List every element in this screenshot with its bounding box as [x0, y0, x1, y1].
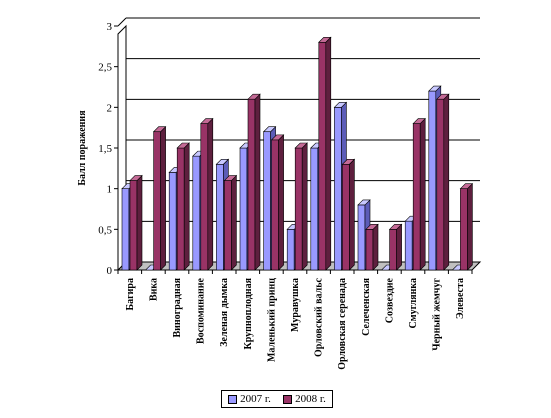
category-labels: Багира Вика Виноградная Воспоминание Зеленая… — [125, 277, 466, 369]
bar-1-8 — [318, 36, 332, 271]
bar-1-2 — [176, 142, 190, 271]
x-tick-label: Элевеста — [455, 278, 466, 319]
x-tick-label: Черный жемчуг — [432, 278, 443, 351]
x-tick-label: Созвездие — [384, 277, 395, 323]
bar-1-0 — [129, 174, 143, 271]
bar-1-5 — [247, 93, 261, 271]
x-tick-label: Селеченская — [361, 277, 372, 335]
legend-item-2007: 2007 г. — [228, 393, 271, 405]
bar-1-3 — [200, 117, 214, 271]
bar-1-6 — [270, 134, 285, 271]
y-tick-label: 2,5 — [98, 62, 112, 74]
y-tick-label: 0 — [107, 265, 113, 277]
bar-1-11 — [388, 223, 403, 271]
bar-1-10 — [365, 223, 379, 271]
x-tick-label: Воспоминание — [196, 277, 207, 344]
legend-label-2008: 2008 г. — [295, 393, 326, 405]
x-tick-label: Орловская серенада — [337, 278, 348, 370]
bar-1-4 — [223, 174, 238, 271]
bar-1-1 — [152, 126, 167, 271]
x-tick-label: Смуглянка — [408, 278, 419, 328]
legend: 2007 г. 2008 г. — [221, 390, 333, 408]
y-tick-label: 0,5 — [98, 224, 112, 236]
bar-1-14 — [459, 182, 474, 271]
bar-1-12 — [412, 117, 426, 271]
x-tick-label: Багира — [125, 278, 136, 310]
x-tick-label: Виноградная — [172, 277, 183, 337]
y-axis-label: Балл поражения — [77, 110, 88, 186]
legend-swatch-2008 — [283, 394, 293, 404]
gridline-diagonal — [117, 17, 127, 27]
x-tick-label: Вика — [148, 278, 159, 301]
y-tick-label: 2 — [107, 102, 113, 114]
y-tick-label: 3 — [107, 21, 113, 33]
x-tick-label: Крупноплодная — [243, 277, 254, 349]
bar-1-7 — [294, 142, 308, 271]
bar-1-13 — [436, 93, 450, 271]
x-tick-label: Зеленая дымка — [219, 278, 230, 347]
y-tick-labels: 0 0,5 1 1,5 2 2,5 3 — [98, 21, 112, 277]
legend-label-2007: 2007 г. — [240, 393, 271, 405]
x-tick-label: Маленький принц — [266, 278, 277, 362]
bars — [121, 36, 474, 271]
y-tick-label: 1 — [107, 184, 113, 196]
bar-1-9 — [341, 158, 356, 271]
y-tick-label: 1,5 — [98, 143, 112, 155]
x-tick-label: Орловский вальс — [314, 277, 325, 357]
legend-item-2008: 2008 г. — [283, 393, 326, 405]
legend-swatch-2007 — [228, 394, 238, 404]
x-tick-label: Муравушка — [290, 278, 301, 332]
